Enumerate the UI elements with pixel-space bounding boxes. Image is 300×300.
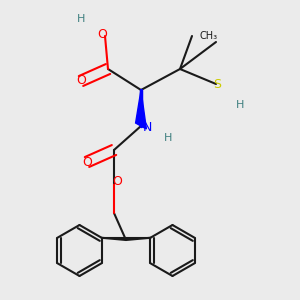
Text: CH₃: CH₃ [200, 31, 217, 41]
Text: O: O [97, 28, 107, 41]
Text: O: O [112, 175, 122, 188]
Text: H: H [164, 133, 172, 143]
Text: H: H [77, 14, 85, 25]
Text: S: S [214, 77, 221, 91]
Text: O: O [82, 155, 92, 169]
Text: O: O [76, 74, 86, 88]
Text: H: H [236, 100, 244, 110]
Polygon shape [136, 90, 146, 129]
Text: N: N [142, 121, 152, 134]
